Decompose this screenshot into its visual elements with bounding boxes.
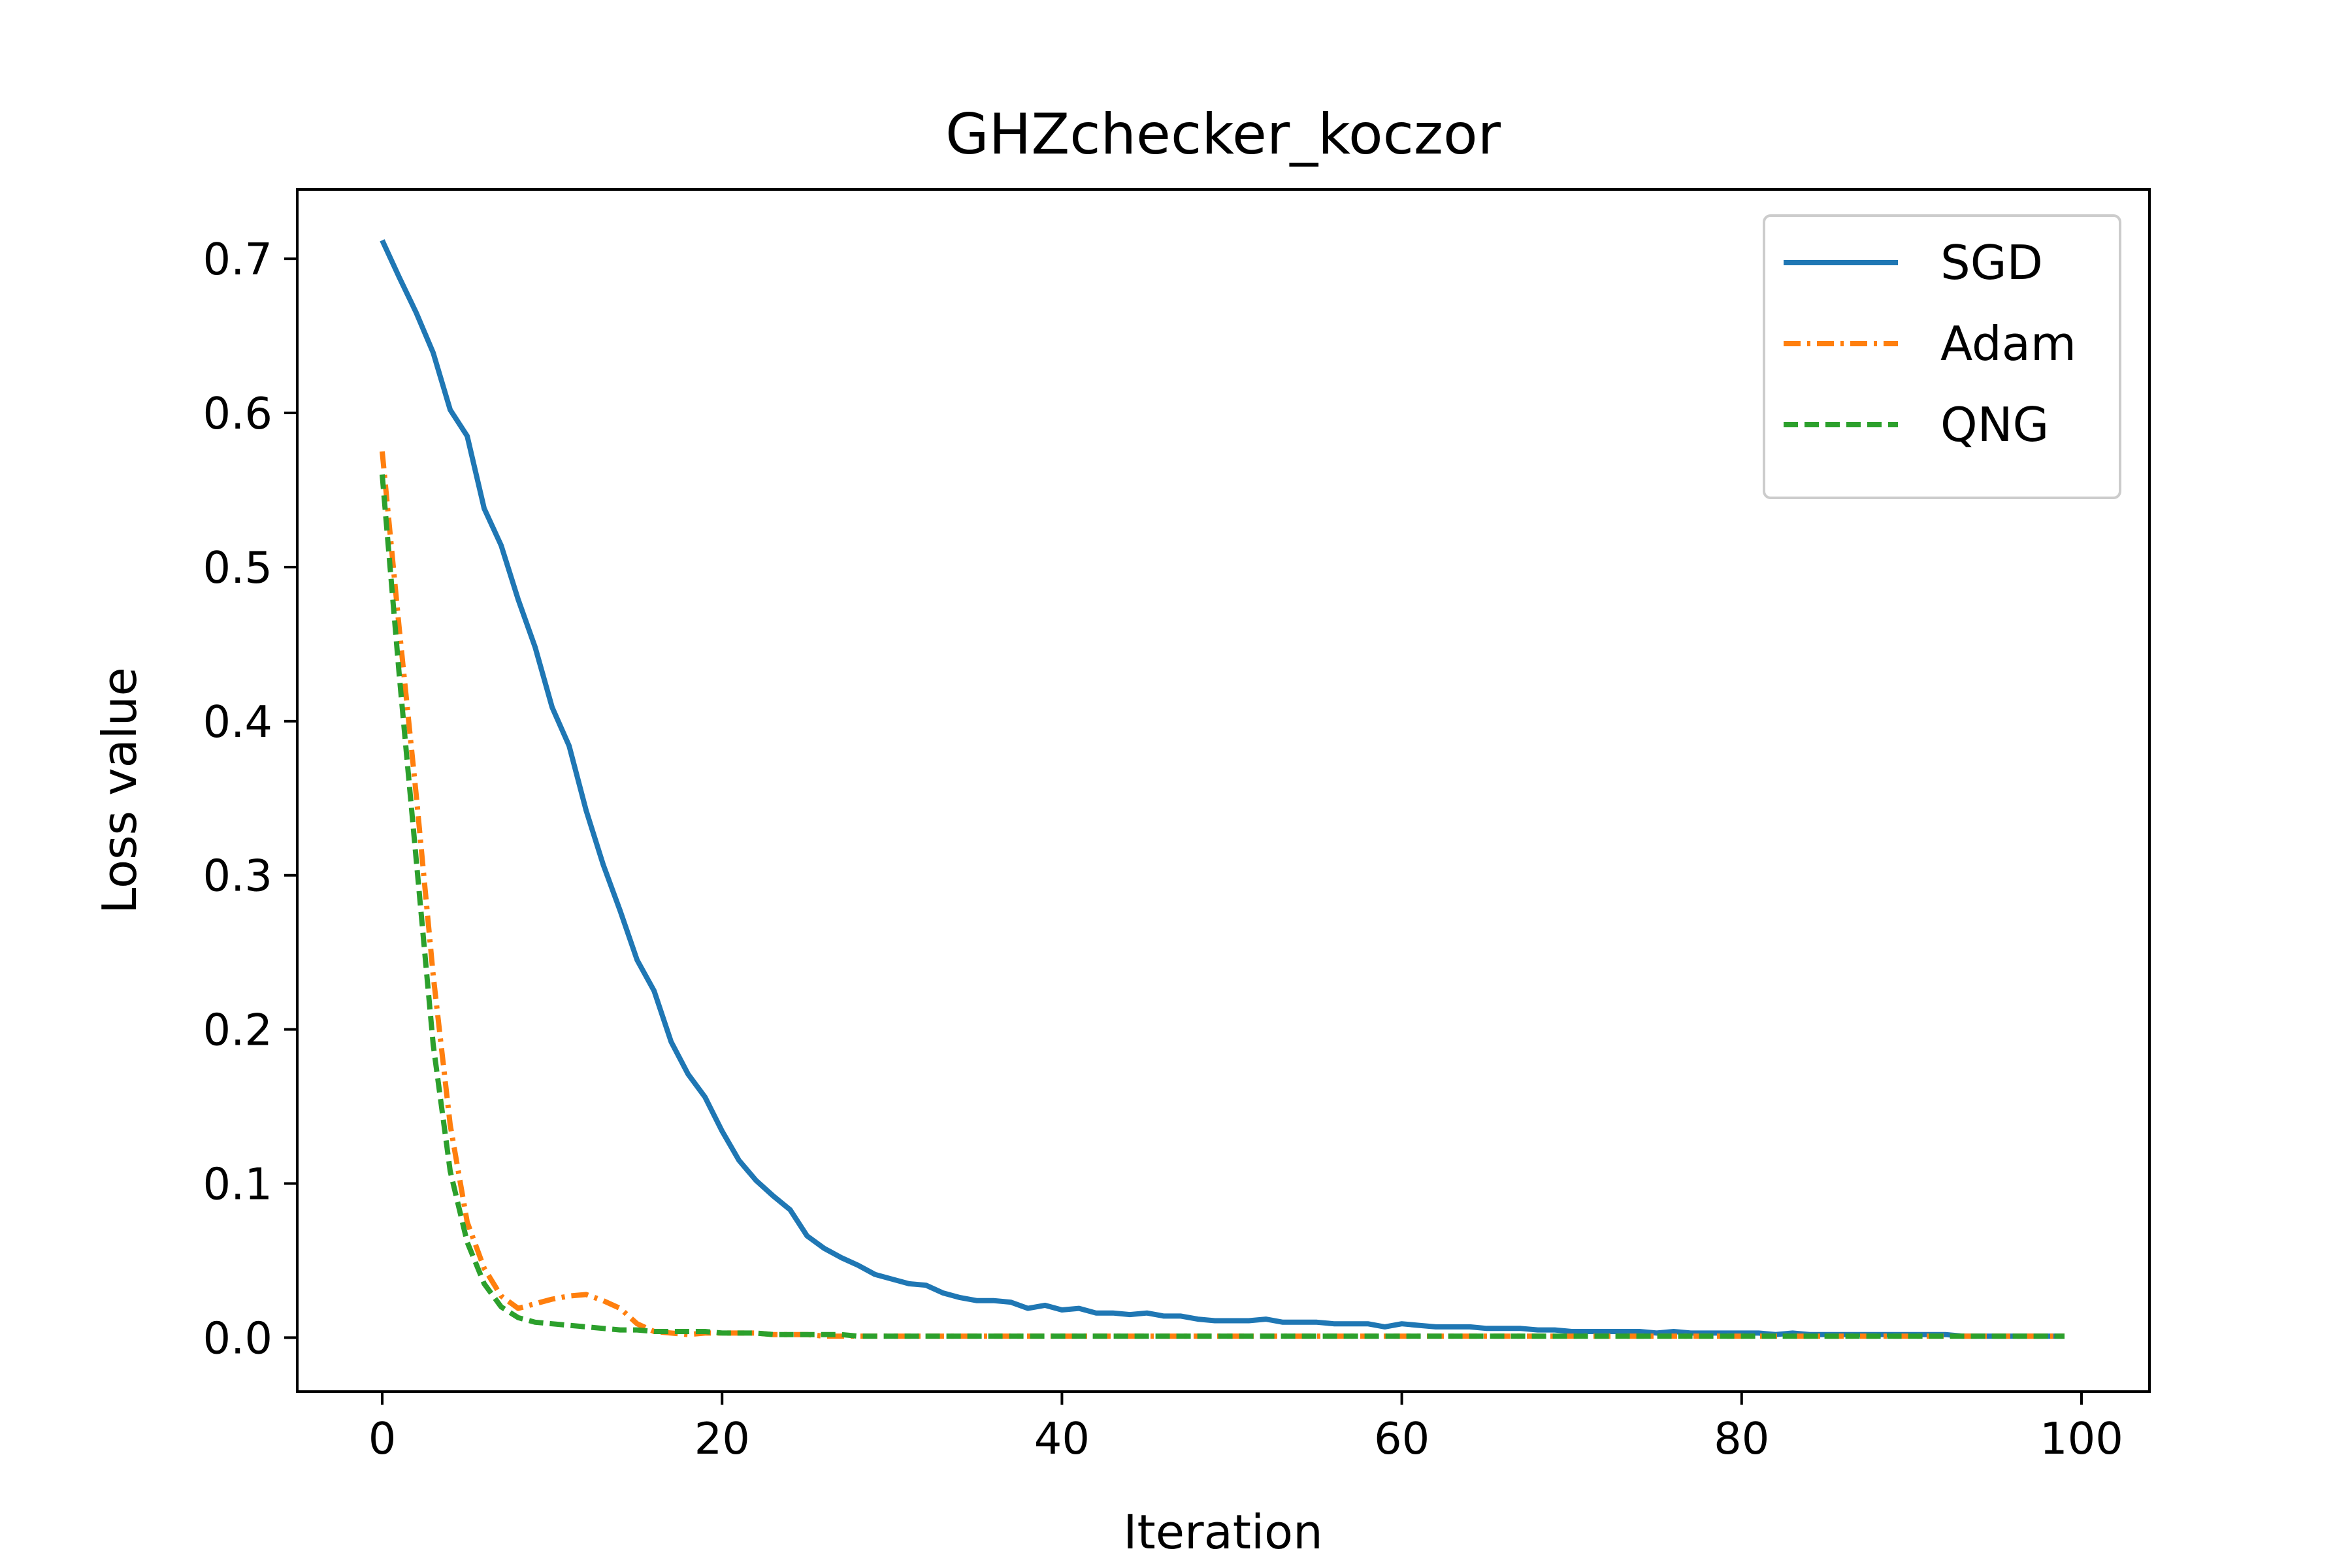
series-line-qng xyxy=(380,474,2065,1339)
series-layer xyxy=(380,239,2065,1339)
y-tick-label: 0.6 xyxy=(203,388,272,439)
legend: SGD Adam QNG xyxy=(1763,214,2121,499)
legend-label-adam: Adam xyxy=(1940,316,2076,371)
x-tick-label: 80 xyxy=(1714,1413,1769,1464)
y-axis-label: Loss value xyxy=(92,667,147,913)
y-tick-label: 0.2 xyxy=(203,1005,272,1056)
y-tick-label: 0.1 xyxy=(203,1159,272,1210)
legend-label-sgd: SGD xyxy=(1940,235,2043,290)
x-axis: 0 20 40 60 80 100 xyxy=(368,1392,2123,1464)
chart-title: GHZchecker_koczor xyxy=(945,102,1501,167)
y-tick-label: 0.3 xyxy=(203,851,272,902)
x-axis-label: Iteration xyxy=(1123,1505,1322,1560)
x-tick-label: 20 xyxy=(694,1413,750,1464)
y-tick-label: 0.0 xyxy=(203,1313,272,1364)
y-tick-label: 0.7 xyxy=(203,234,272,285)
y-tick-label: 0.4 xyxy=(203,696,272,747)
y-axis: 0.0 0.1 0.2 0.3 0.4 0.5 0.6 0.7 xyxy=(203,234,297,1364)
x-tick-label: 60 xyxy=(1374,1413,1429,1464)
x-tick-label: 100 xyxy=(2040,1413,2123,1464)
legend-label-qng: QNG xyxy=(1940,397,2049,452)
x-tick-label: 0 xyxy=(368,1413,397,1464)
plot-area-frame xyxy=(296,188,2151,1393)
x-tick-label: 40 xyxy=(1034,1413,1090,1464)
y-tick-label: 0.5 xyxy=(203,542,272,593)
